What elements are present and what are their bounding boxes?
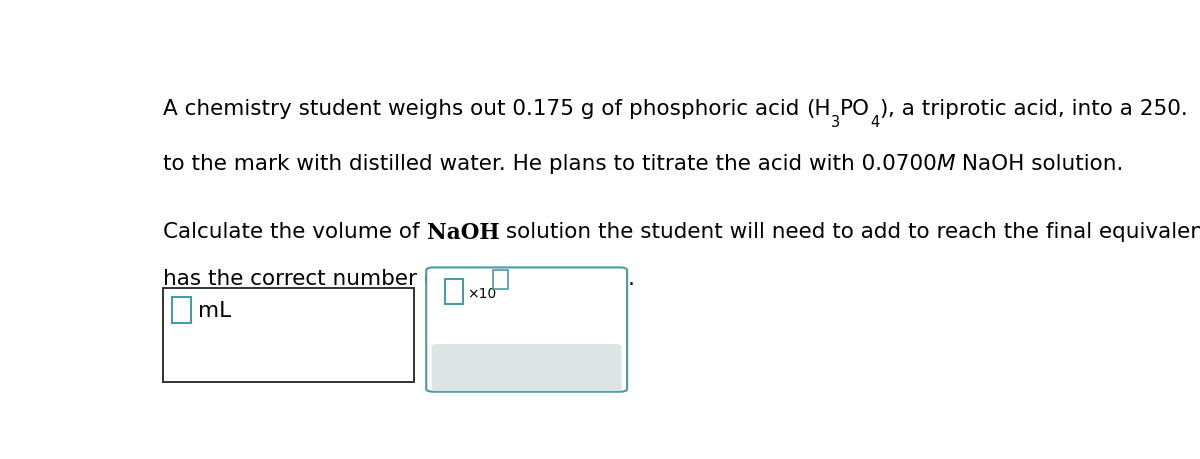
Text: NaOH solution.: NaOH solution.: [955, 154, 1123, 174]
Text: A chemistry student weighs out 0.175 g of phosphoric acid: A chemistry student weighs out 0.175 g o…: [163, 99, 806, 119]
Text: 4: 4: [870, 115, 880, 130]
Text: to the mark with distilled water. He plans to titrate the acid with 0.0700: to the mark with distilled water. He pla…: [163, 154, 937, 174]
Text: M: M: [937, 154, 955, 174]
Text: mL: mL: [198, 301, 232, 320]
Text: , a triprotic acid, into a 250.  mL volumetric flask and dilutes: , a triprotic acid, into a 250. mL volum…: [888, 99, 1200, 119]
FancyBboxPatch shape: [432, 344, 622, 391]
FancyBboxPatch shape: [163, 288, 414, 382]
FancyBboxPatch shape: [173, 297, 191, 324]
FancyBboxPatch shape: [445, 280, 463, 304]
Text: solution the student will need to add to reach the final equivalence point. Be s: solution the student will need to add to…: [499, 221, 1200, 241]
Text: Calculate the volume of: Calculate the volume of: [163, 221, 426, 241]
Text: (H: (H: [806, 99, 830, 119]
Text: ×: ×: [463, 356, 482, 380]
Text: 3: 3: [830, 115, 840, 130]
Text: NaOH: NaOH: [426, 221, 499, 243]
Text: has the correct number of significant digits.: has the correct number of significant di…: [163, 269, 635, 289]
Text: PO: PO: [840, 99, 870, 119]
Text: ?: ?: [574, 356, 587, 380]
FancyBboxPatch shape: [493, 270, 508, 289]
FancyBboxPatch shape: [426, 268, 628, 392]
Text: ↺: ↺: [517, 356, 536, 380]
Text: ): ): [880, 99, 888, 119]
Text: ×10: ×10: [467, 286, 497, 300]
